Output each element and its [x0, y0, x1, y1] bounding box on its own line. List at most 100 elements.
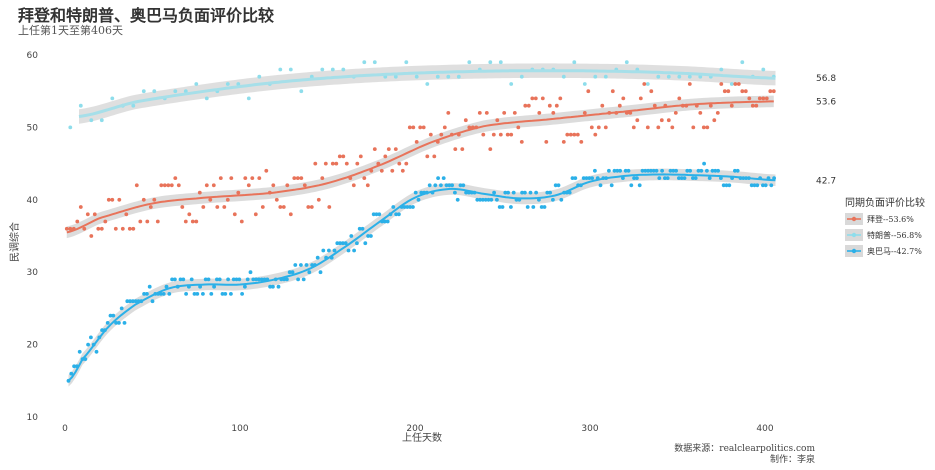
- data-point: [264, 168, 269, 173]
- data-point: [271, 183, 276, 188]
- author-credit: 制作：李泉: [769, 455, 815, 465]
- data-point: [572, 60, 577, 65]
- data-point: [274, 197, 279, 202]
- data-point: [539, 205, 544, 209]
- data-point: [649, 89, 654, 94]
- data-point: [124, 212, 129, 217]
- data-point: [491, 132, 496, 137]
- data-point: [631, 125, 636, 130]
- data-point: [477, 111, 482, 115]
- data-point: [589, 125, 594, 130]
- data-point: [301, 277, 306, 282]
- data-point: [460, 147, 465, 152]
- data-point: [500, 205, 505, 209]
- data-point: [763, 183, 768, 188]
- data-point: [453, 190, 457, 195]
- data-point: [740, 89, 745, 94]
- data-point: [561, 74, 566, 79]
- data-point: [509, 205, 513, 209]
- data-point: [197, 190, 202, 195]
- data-point: [447, 183, 452, 188]
- data-point: [287, 270, 292, 275]
- data-point: [195, 292, 200, 296]
- data-point: [582, 82, 587, 86]
- data-point: [183, 89, 188, 94]
- data-point: [456, 74, 461, 79]
- data-point: [693, 176, 698, 181]
- data-point: [707, 176, 712, 181]
- data-point: [533, 96, 538, 101]
- data-point: [268, 284, 272, 289]
- data-point: [346, 248, 351, 253]
- data-point: [455, 197, 460, 202]
- data-point: [671, 168, 676, 173]
- data-point: [691, 125, 696, 130]
- data-point: [169, 183, 174, 188]
- data-point: [225, 197, 230, 202]
- data-point: [173, 277, 177, 282]
- data-point: [607, 168, 611, 173]
- data-point: [194, 82, 199, 86]
- data-point: [439, 183, 443, 188]
- data-point: [722, 89, 727, 94]
- data-point: [327, 205, 332, 209]
- data-point: [365, 183, 370, 188]
- data-point: [488, 60, 493, 65]
- data-point: [486, 197, 491, 202]
- data-point: [337, 154, 342, 159]
- data-point: [327, 248, 331, 253]
- data-point: [446, 74, 451, 79]
- data-point: [691, 176, 695, 181]
- data-point: [183, 219, 188, 224]
- data-point: [150, 299, 155, 304]
- data-point: [428, 132, 433, 137]
- data-point: [212, 284, 217, 289]
- data-point: [204, 183, 209, 188]
- data-point: [453, 147, 458, 152]
- data-point: [645, 125, 650, 130]
- data-point: [649, 168, 653, 173]
- data-point: [225, 82, 230, 86]
- data-point: [323, 161, 328, 166]
- data-point: [646, 168, 650, 173]
- data-point: [567, 190, 572, 195]
- data-point: [99, 226, 104, 231]
- data-point: [379, 168, 384, 173]
- data-point: [358, 154, 363, 159]
- data-point: [292, 176, 297, 181]
- data-point: [433, 183, 438, 188]
- data-point: [320, 67, 325, 72]
- data-point: [400, 168, 405, 173]
- data-point: [302, 183, 307, 188]
- data-point: [122, 321, 127, 325]
- data-points: [64, 60, 776, 383]
- data-point: [220, 292, 225, 296]
- data-point: [652, 103, 657, 108]
- data-point: [145, 292, 149, 296]
- data-point: [386, 147, 391, 152]
- data-point: [390, 168, 395, 173]
- data-point: [425, 82, 430, 86]
- data-point: [609, 183, 614, 188]
- data-point: [343, 241, 348, 246]
- data-point: [397, 212, 401, 217]
- data-point: [68, 226, 73, 231]
- data-point: [523, 103, 528, 108]
- data-point: [299, 263, 303, 267]
- data-point: [534, 190, 538, 195]
- data-point: [240, 292, 245, 296]
- data-point: [750, 103, 755, 108]
- data-point: [166, 183, 171, 188]
- data-point: [290, 270, 295, 275]
- data-point: [371, 212, 376, 217]
- data-point: [757, 96, 762, 101]
- data-point: [307, 270, 312, 275]
- data-point: [568, 132, 573, 137]
- x-axis-ticks: 0 100 200 300 400: [62, 424, 774, 434]
- data-point: [663, 176, 667, 181]
- data-point: [397, 161, 402, 166]
- data-point: [360, 226, 365, 231]
- data-point: [593, 74, 598, 79]
- data-point: [660, 168, 664, 173]
